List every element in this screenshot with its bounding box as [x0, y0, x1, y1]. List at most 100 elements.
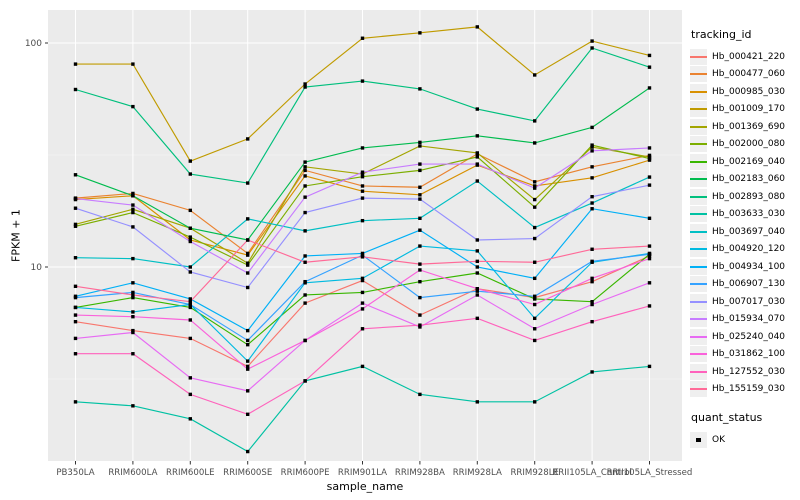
legend-item-label: Hb_006907_130 [712, 279, 786, 290]
data-point [303, 260, 307, 264]
data-point [303, 379, 307, 383]
legend-item-label: Hb_155159_030 [712, 384, 786, 395]
data-point [303, 293, 307, 297]
data-point [131, 330, 135, 335]
data-point [246, 328, 250, 333]
data-point [647, 86, 652, 90]
data-point [360, 196, 365, 200]
data-point [131, 191, 135, 196]
legend-item: Hb_002000_080 [690, 136, 798, 154]
legend-key-line-icon [690, 153, 707, 170]
data-point [246, 359, 250, 363]
data-point [131, 295, 135, 300]
legend-key-line-icon [690, 118, 707, 135]
data-point [73, 400, 78, 404]
data-point [73, 295, 78, 300]
data-point [418, 140, 422, 145]
data-point [188, 208, 192, 213]
data-point [188, 392, 192, 397]
data-point [246, 285, 250, 290]
data-point [475, 238, 479, 242]
x-tick-label: PB350LA [56, 468, 94, 478]
data-point [418, 162, 422, 166]
x-tick-label: RRII105LA_Stressed [607, 468, 693, 478]
legend-item-label: Hb_002000_080 [712, 139, 786, 150]
legend-item: Hb_000421_220 [690, 48, 798, 66]
legend-item-label: Hb_015934_070 [712, 314, 786, 325]
data-point [418, 216, 422, 220]
data-point [303, 168, 307, 173]
data-point [533, 294, 537, 298]
data-point [246, 137, 250, 141]
legend-key-line-icon [690, 101, 707, 118]
data-point [475, 316, 479, 321]
data-point [647, 53, 652, 58]
data-point [418, 228, 422, 232]
data-point [533, 302, 537, 307]
data-point [533, 316, 537, 321]
data-point [246, 271, 250, 275]
data-point [246, 217, 250, 221]
data-point [188, 302, 192, 307]
black-square-point-icon [690, 431, 707, 448]
x-tick-label: RRII105LA_Control [552, 468, 632, 478]
legend-item: Hb_127552_030 [690, 363, 798, 381]
data-point [475, 249, 479, 253]
data-point [647, 244, 652, 248]
data-point [360, 255, 365, 259]
data-point [475, 134, 479, 138]
data-point [188, 305, 192, 310]
data-point [303, 184, 307, 188]
x-tick-label: RRIM600LA [108, 468, 157, 478]
data-point [131, 404, 135, 408]
data-point [418, 193, 422, 197]
data-point [647, 183, 652, 187]
x-tick-label: RRIM928LE [510, 468, 559, 478]
legend-key-line-icon [690, 223, 707, 240]
data-point [188, 239, 192, 244]
legend-item-label: Hb_000421_220 [712, 51, 786, 62]
legend-item: Hb_000985_030 [690, 83, 798, 101]
y-tick-label: 10 [31, 263, 43, 273]
data-point [246, 261, 250, 265]
data-point [131, 328, 135, 333]
data-point [360, 301, 365, 305]
data-point [533, 141, 537, 145]
data-point [188, 159, 192, 163]
data-point [533, 180, 537, 184]
data-point [418, 295, 422, 300]
data-point [188, 172, 192, 176]
data-point [73, 206, 78, 210]
legend-item-label: Hb_031862_100 [712, 349, 786, 360]
data-point [131, 62, 135, 66]
data-point [590, 207, 594, 211]
data-point [131, 293, 135, 297]
legend-key-line-icon [690, 293, 707, 310]
data-point [418, 262, 422, 266]
data-point [360, 146, 365, 150]
data-point [303, 301, 307, 305]
legend-key-line-icon [690, 66, 707, 83]
quant-legend-item: OK [690, 431, 798, 449]
data-point [590, 302, 594, 307]
legend-item-list: Hb_000421_220 Hb_000477_060 Hb_000985_030 H… [690, 48, 798, 398]
data-point [475, 287, 479, 291]
data-point [533, 338, 537, 343]
data-point [131, 310, 135, 314]
data-point [73, 336, 78, 341]
data-point [533, 327, 537, 331]
data-point [303, 82, 307, 86]
legend-item-label: Hb_007017_030 [712, 296, 786, 307]
legend-item: Hb_015934_070 [690, 311, 798, 329]
data-point [590, 201, 594, 205]
data-point [303, 229, 307, 233]
legend-key-line-icon [690, 363, 707, 380]
data-point [246, 181, 250, 185]
data-point [246, 263, 250, 267]
data-point [188, 376, 192, 380]
legend-key-line-icon [690, 188, 707, 205]
data-point [590, 143, 594, 147]
data-point [590, 247, 594, 251]
data-point [188, 226, 192, 230]
data-point [590, 259, 594, 264]
